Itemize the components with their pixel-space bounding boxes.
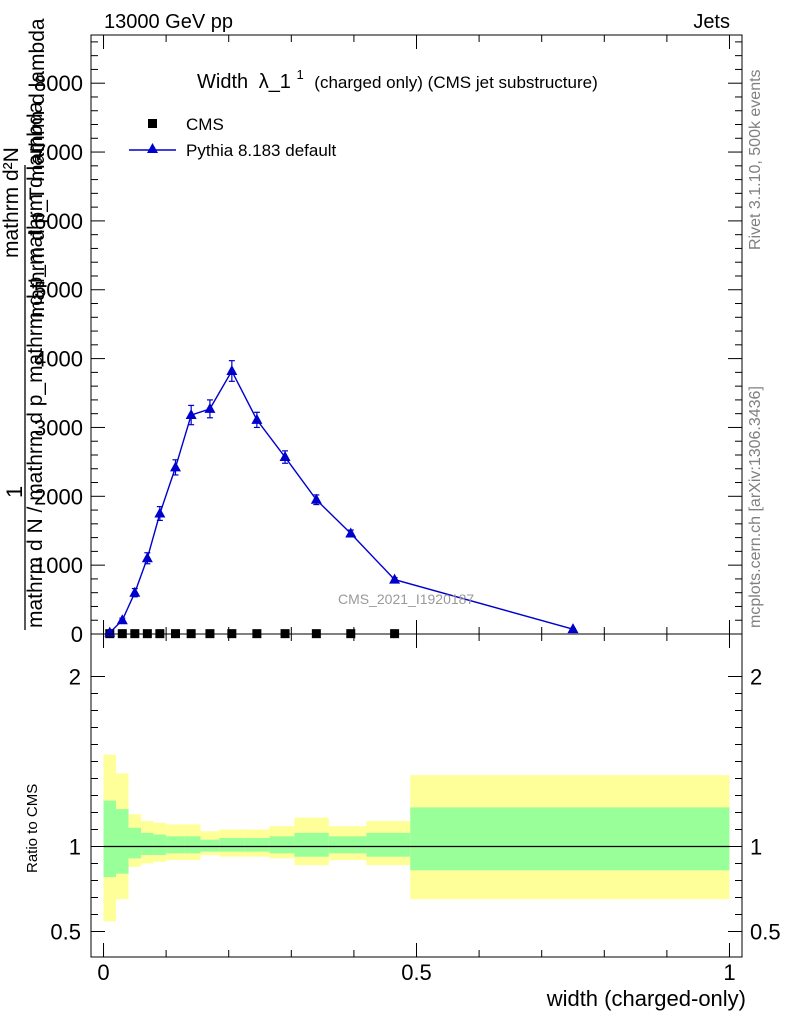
ratio-band-inner (219, 838, 245, 852)
pythia-point (129, 586, 141, 597)
main-ytick-label: 4000 (34, 347, 83, 372)
ratio-band-inner (244, 838, 270, 852)
ratio-band-inner (116, 809, 129, 874)
main-ytick-label: 2000 (34, 484, 83, 509)
ratio-band-inner (128, 827, 142, 859)
title-suffix: (charged only) (CMS jet substructure) (314, 73, 597, 92)
main-ytick-label: 3000 (34, 415, 83, 440)
ratio-band-inner (153, 834, 167, 855)
header-right: Jets (693, 11, 730, 33)
ratio-xtick-label: 1 (723, 960, 735, 985)
ratio-ytick-label: 0.5 (50, 920, 81, 945)
title-symbol: λ_1 (259, 71, 291, 93)
pythia-point (567, 623, 579, 634)
mcplots-label: mcplots.cern.ch [arXiv:1306.3436] (747, 386, 764, 628)
pythia-point (345, 527, 357, 538)
ratio-band-inner (410, 807, 730, 871)
header-left: 13000 GeV pp (104, 11, 233, 33)
ratio-xlabel: width (charged-only) (546, 986, 746, 1011)
main-ytick-label: 7000 (34, 140, 83, 165)
ratio-band-inner (328, 836, 367, 854)
pythia-point (204, 402, 216, 413)
ratio-ytick-label-right: 2 (750, 665, 762, 690)
legend-cms-label: CMS (186, 115, 224, 134)
pythia-point (185, 409, 197, 420)
main-panel: 0 1000 2000 3000 4000 5000 6000 7000 8000 Width … (0, 18, 743, 647)
ratio-band-inner (103, 800, 117, 878)
pythia-point (141, 552, 153, 563)
main-title: Width λ_1 1 (charged only) (CMS jet subs… (197, 62, 598, 93)
ratio-ytick-label: 1 (69, 835, 81, 860)
ratio-band-inner (166, 836, 185, 854)
pythia-point (389, 573, 401, 584)
pythia-point (226, 364, 238, 375)
ylabel-numerator: mathrm d²N (0, 147, 23, 258)
main-ytick-label: 1000 (34, 553, 83, 578)
main-ytick-label: 6000 (34, 209, 83, 234)
ratio-ylabel: Ratio to CMS (24, 784, 41, 873)
ylabel-main: mathrm d N / mathrm d p_mathrm d p_mathr… (24, 101, 47, 628)
ratio-panel: 0.5 0.5 1 1 2 2 0 0.5 1 Ratio to CMS width (char… (24, 633, 781, 1011)
title-word: Width (197, 71, 248, 93)
ratio-ytick-label: 2 (69, 665, 81, 690)
ratio-xtick-label: 0 (97, 960, 109, 985)
legend: CMS Pythia 8.183 default (129, 115, 337, 160)
ratio-band-inner (269, 836, 295, 854)
ratio-band-inner (366, 832, 411, 857)
pythia-point (251, 413, 263, 424)
main-ytick-label: 5000 (34, 278, 83, 303)
ylabel-denominator: mathrm d p_T mathrm d lambda (26, 18, 49, 318)
ratio-band-inner (141, 832, 154, 855)
pythia-point (116, 614, 128, 625)
ratio-band-inner (184, 836, 201, 854)
ratio-ytick-label-right: 1 (750, 835, 762, 860)
ratio-xtick-label: 0.5 (401, 960, 432, 985)
pythia-point (170, 461, 182, 472)
pythia-point (279, 451, 291, 462)
pythia-point (310, 493, 322, 504)
legend-pythia-label: Pythia 8.183 default (186, 141, 337, 160)
legend-cms-marker (148, 119, 157, 128)
ratio-band-inner (294, 832, 329, 857)
main-ytick-label: 8000 (34, 71, 83, 96)
ylabel-numerator-one: 1 (2, 486, 27, 498)
watermark: CMS_2021_I1920187 (338, 591, 474, 607)
main-ytick-label: 0 (71, 622, 83, 647)
rivet-label: Rivet 3.1.10, 500k events (747, 69, 764, 250)
pythia-point (154, 507, 166, 518)
ratio-ytick-label-right: 0.5 (750, 920, 781, 945)
legend-pythia-marker (147, 143, 158, 153)
main-ylabel: 1 mathrm d N / mathrm d p_mathrm d p_mat… (0, 18, 49, 630)
title-superscript: 1 (297, 67, 304, 82)
ratio-band-inner (200, 839, 220, 852)
